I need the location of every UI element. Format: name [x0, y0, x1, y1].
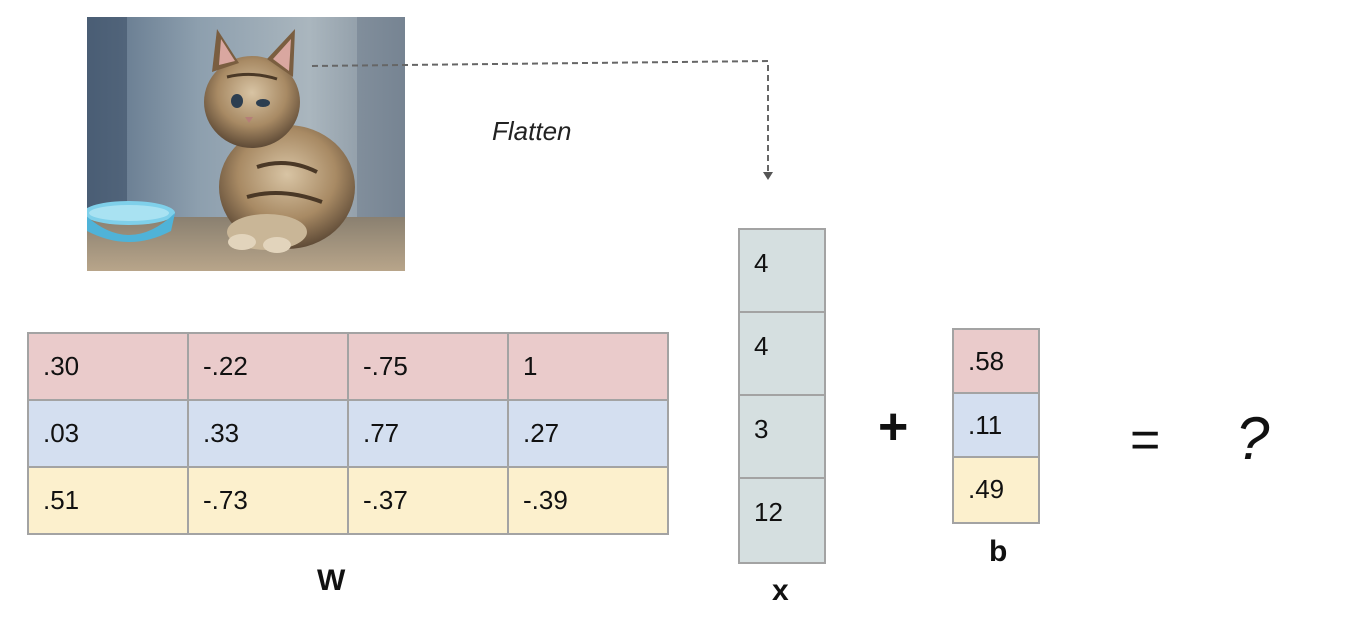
vector-x-cell: 4: [740, 230, 824, 313]
vector-b-cell: .11: [954, 394, 1038, 458]
matrix-row: .03 .33 .77 .27: [27, 399, 669, 468]
vector-x-cell: 3: [740, 396, 824, 479]
vector-x-label: x: [772, 574, 789, 607]
weight-matrix: .30 -.22 -.75 1 .03 .33 .77 .27 .51 -.73…: [27, 332, 669, 535]
vector-x-cell: 4: [740, 313, 824, 396]
equals-operator: =: [1130, 411, 1161, 469]
bias-vector-b: .58 .11 .49: [952, 328, 1040, 524]
matrix-w-label: W: [317, 564, 346, 597]
vector-b-label: b: [989, 535, 1008, 568]
matrix-cell: -.39: [507, 466, 669, 535]
vector-b-cell: .58: [954, 330, 1038, 394]
vector-x-cell: 12: [754, 497, 783, 527]
matrix-cell: .03: [27, 399, 189, 468]
result-question-mark: ?: [1236, 405, 1270, 472]
matrix-cell: 1: [507, 332, 669, 401]
cat-image: [87, 17, 405, 271]
matrix-cell: -.22: [187, 332, 349, 401]
matrix-row: .51 -.73 -.37 -.39: [27, 466, 669, 535]
matrix-cell: .77: [347, 399, 509, 468]
matrix-cell: -.75: [347, 332, 509, 401]
matrix-cell: .51: [27, 466, 189, 535]
matrix-cell: -.73: [187, 466, 349, 535]
flatten-label: Flatten: [492, 116, 572, 146]
matrix-cell: .27: [507, 399, 669, 468]
input-vector-x: 4 4 3 12: [738, 228, 826, 564]
kitten-photo-icon: [87, 17, 405, 271]
vector-b-cell: .49: [954, 458, 1038, 522]
plus-operator: +: [878, 398, 909, 456]
matrix-cell: -.37: [347, 466, 509, 535]
matrix-row: .30 -.22 -.75 1: [27, 332, 669, 401]
matrix-cell: .30: [27, 332, 189, 401]
matrix-cell: .33: [187, 399, 349, 468]
